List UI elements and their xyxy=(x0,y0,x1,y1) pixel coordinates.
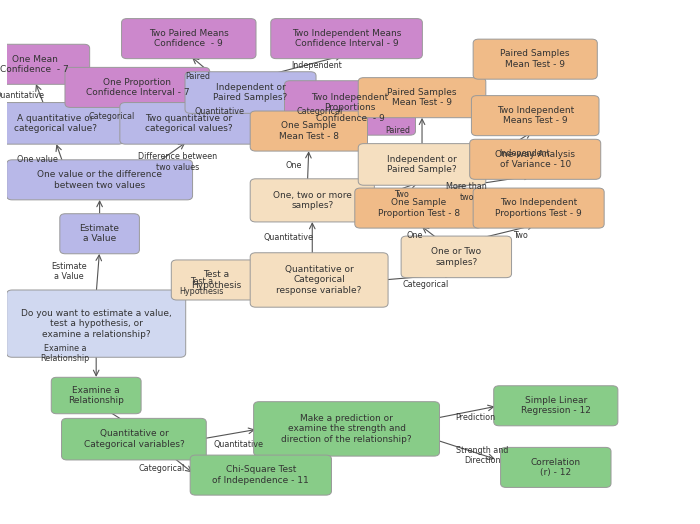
Text: Quantitative: Quantitative xyxy=(214,440,264,449)
FancyBboxPatch shape xyxy=(0,44,90,84)
Text: One Mean
Confidence  - 7: One Mean Confidence - 7 xyxy=(0,54,69,74)
Text: Test a
Hypothesis: Test a Hypothesis xyxy=(180,277,224,297)
Text: Two quantitative or
categorical values?: Two quantitative or categorical values? xyxy=(145,114,232,133)
Text: Two Independent
Proportions
Confidence  - 9: Two Independent Proportions Confidence -… xyxy=(312,93,388,123)
FancyBboxPatch shape xyxy=(253,402,440,456)
Text: Paired: Paired xyxy=(385,126,410,135)
Text: One value or the difference
between two values: One value or the difference between two … xyxy=(37,170,162,190)
Text: Test a
Hypothesis: Test a Hypothesis xyxy=(191,270,242,290)
FancyBboxPatch shape xyxy=(284,81,416,135)
FancyBboxPatch shape xyxy=(185,72,316,113)
Text: Independent: Independent xyxy=(292,61,342,70)
Text: Examine a
Relationship: Examine a Relationship xyxy=(41,344,90,363)
FancyBboxPatch shape xyxy=(358,144,486,185)
Text: Difference between
two values: Difference between two values xyxy=(138,152,217,171)
Text: Independent or
Paired Sample?: Independent or Paired Sample? xyxy=(387,155,457,174)
Text: Estimate
a Value: Estimate a Value xyxy=(51,262,87,281)
Text: One: One xyxy=(407,231,424,240)
Text: Examine a
Relationship: Examine a Relationship xyxy=(68,386,124,405)
Text: Paired Samples
Mean Test - 9: Paired Samples Mean Test - 9 xyxy=(387,88,457,107)
FancyBboxPatch shape xyxy=(271,18,422,59)
Text: Quantitative: Quantitative xyxy=(263,233,314,242)
Text: Two Independent Means
Confidence Interval - 9: Two Independent Means Confidence Interva… xyxy=(292,29,401,48)
FancyBboxPatch shape xyxy=(473,188,604,228)
Text: One: One xyxy=(286,161,302,170)
FancyBboxPatch shape xyxy=(60,214,139,254)
Text: Two: Two xyxy=(512,231,528,241)
Text: Independent or
Paired Samples?: Independent or Paired Samples? xyxy=(214,83,288,102)
Text: Strength and
Direction: Strength and Direction xyxy=(456,446,509,465)
Text: One Proportion
Confidence Interval - 7: One Proportion Confidence Interval - 7 xyxy=(85,78,189,97)
FancyBboxPatch shape xyxy=(494,386,618,426)
Text: Quantitative: Quantitative xyxy=(195,107,245,116)
Text: One-way Analysis
of Variance - 10: One-way Analysis of Variance - 10 xyxy=(495,149,575,169)
Text: Two: Two xyxy=(394,190,409,199)
Text: Two Independent
Means Test - 9: Two Independent Means Test - 9 xyxy=(496,106,574,125)
FancyBboxPatch shape xyxy=(122,18,256,59)
Text: Correlation
(r) - 12: Correlation (r) - 12 xyxy=(531,457,581,477)
Text: Estimate
a Value: Estimate a Value xyxy=(80,224,120,244)
Text: One Sample
Mean Test - 8: One Sample Mean Test - 8 xyxy=(279,122,339,141)
Text: Quantitative or
Categorical variables?: Quantitative or Categorical variables? xyxy=(83,430,184,449)
Text: Categorical: Categorical xyxy=(88,112,134,121)
FancyBboxPatch shape xyxy=(172,260,261,300)
Text: Prediction: Prediction xyxy=(456,413,496,422)
Text: One or Two
samples?: One or Two samples? xyxy=(431,247,482,267)
Text: Do you want to estimate a value,
test a hypothesis, or
examine a relationship?: Do you want to estimate a value, test a … xyxy=(21,309,172,339)
Text: Paired: Paired xyxy=(186,72,210,81)
FancyBboxPatch shape xyxy=(51,377,141,414)
Text: Quantitative or
Categorical
response variable?: Quantitative or Categorical response var… xyxy=(276,265,362,295)
FancyBboxPatch shape xyxy=(401,236,512,278)
Text: One, two or more
samples?: One, two or more samples? xyxy=(273,191,351,210)
FancyBboxPatch shape xyxy=(250,179,374,222)
Text: Categorical: Categorical xyxy=(138,464,185,473)
FancyBboxPatch shape xyxy=(7,290,186,357)
Text: Simple Linear
Regression - 12: Simple Linear Regression - 12 xyxy=(521,396,591,416)
FancyBboxPatch shape xyxy=(62,418,206,460)
Text: Paired Samples
Mean Test - 9: Paired Samples Mean Test - 9 xyxy=(500,49,570,69)
FancyBboxPatch shape xyxy=(7,160,192,200)
FancyBboxPatch shape xyxy=(65,68,210,107)
Text: Two Independent
Proportions Test - 9: Two Independent Proportions Test - 9 xyxy=(496,199,582,218)
Text: One value: One value xyxy=(18,155,58,164)
FancyBboxPatch shape xyxy=(250,253,388,307)
Text: Two Paired Means
Confidence  - 9: Two Paired Means Confidence - 9 xyxy=(149,29,229,48)
Text: Make a prediction or
examine the strength and
direction of the relationship?: Make a prediction or examine the strengt… xyxy=(281,414,412,444)
Text: More than
two: More than two xyxy=(446,182,487,202)
Text: One Sample
Proportion Test - 8: One Sample Proportion Test - 8 xyxy=(377,199,460,218)
FancyBboxPatch shape xyxy=(190,455,332,495)
FancyBboxPatch shape xyxy=(120,103,258,144)
Text: Independent: Independent xyxy=(500,149,550,158)
FancyBboxPatch shape xyxy=(358,78,486,118)
Text: Categorical: Categorical xyxy=(296,107,342,116)
Text: Chi-Square Test
of Independence - 11: Chi-Square Test of Independence - 11 xyxy=(212,465,309,485)
Text: Quantitative: Quantitative xyxy=(0,91,44,100)
Text: Categorical: Categorical xyxy=(402,280,449,289)
FancyBboxPatch shape xyxy=(355,188,482,228)
FancyBboxPatch shape xyxy=(471,95,599,136)
FancyBboxPatch shape xyxy=(470,139,601,179)
FancyBboxPatch shape xyxy=(0,103,124,144)
Text: A quantitative or
categorical value?: A quantitative or categorical value? xyxy=(13,114,97,133)
FancyBboxPatch shape xyxy=(500,447,611,487)
FancyBboxPatch shape xyxy=(250,111,368,151)
FancyBboxPatch shape xyxy=(473,39,597,79)
